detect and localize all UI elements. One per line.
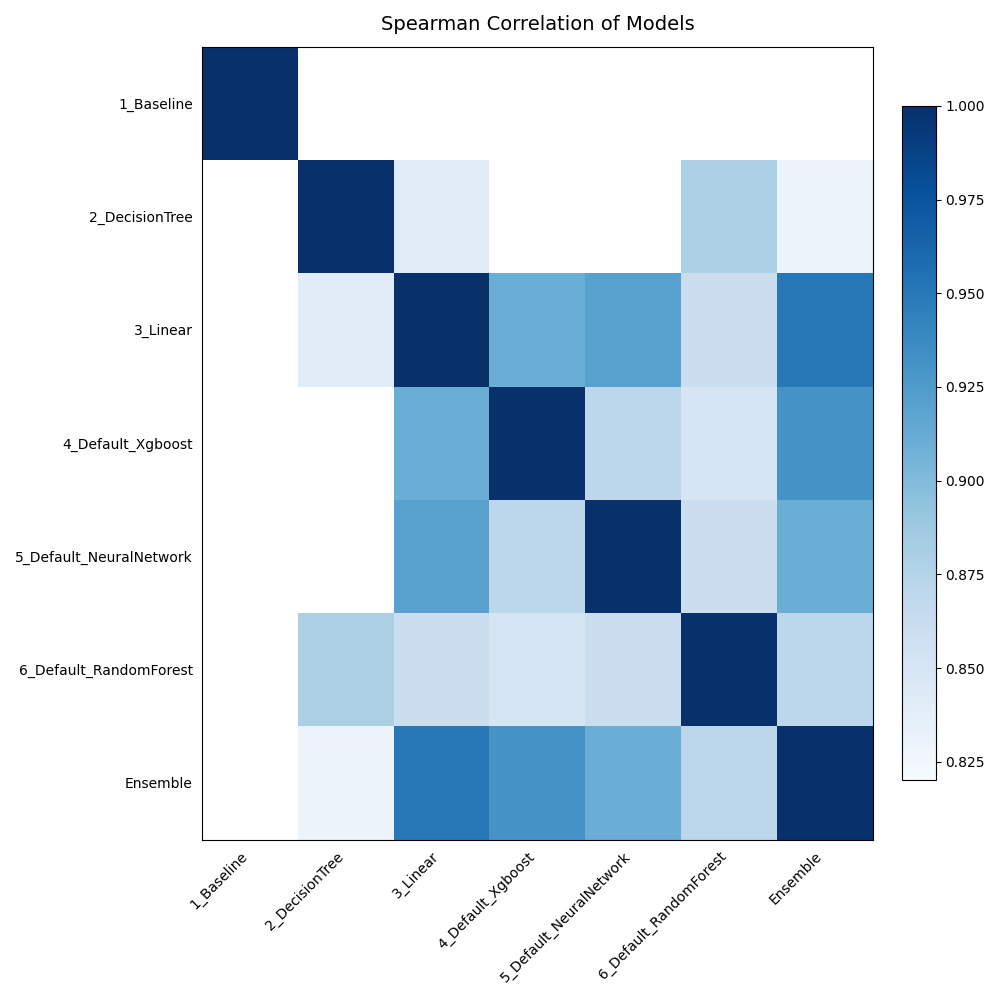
Title: Spearman Correlation of Models: Spearman Correlation of Models [381,15,694,34]
